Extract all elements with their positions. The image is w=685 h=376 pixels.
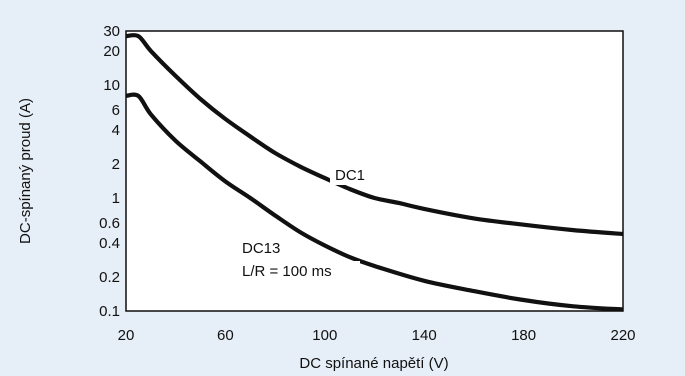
tick-layer: 20 60 100 140 180 220 0.1 0.2 0.4 0.6 1 2 4 6 10 20 30 [99, 23, 635, 344]
annotation-dc1: DC1 [335, 167, 365, 184]
y-axis-title: DC-spínaný proud (A) [17, 98, 34, 244]
x-tick-label: 60 [217, 327, 234, 344]
x-tick-label: 140 [412, 327, 437, 344]
x-tick-label: 20 [118, 327, 135, 344]
series-line-dc1 [125, 33, 624, 237]
label-bg-layer [238, 165, 372, 280]
y-tick-label: 2 [112, 156, 120, 173]
y-tick-label: 10 [103, 77, 120, 94]
y-tick-label: 4 [112, 122, 120, 139]
y-tick-label: 0.6 [99, 215, 120, 232]
y-tick-label: 6 [112, 102, 120, 119]
y-tick-label: 0.1 [99, 303, 120, 320]
annotation-dc13-background [238, 239, 294, 257]
y-tick-label: 0.2 [99, 269, 120, 286]
x-tick-label: 180 [511, 327, 536, 344]
curve-layer [125, 30, 624, 312]
annotation-lr-background [238, 261, 360, 280]
y-tick-label: 30 [103, 23, 120, 40]
plot-border [125, 30, 624, 312]
x-tick-label: 100 [312, 327, 337, 344]
plot-area [125, 30, 624, 312]
x-axis-title: DC spínané napětí (V) [299, 355, 448, 372]
y-tick-label: 20 [103, 43, 120, 60]
x-tick-label: 220 [610, 327, 635, 344]
annotation-lr: L/R = 100 ms [242, 263, 332, 280]
y-tick-label: 1 [112, 190, 120, 207]
series-line-dc13 [125, 92, 624, 312]
annotation-dc1-background [330, 165, 372, 185]
annotation-dc13: DC13 [242, 240, 280, 257]
y-tick-label: 0.4 [99, 235, 120, 252]
